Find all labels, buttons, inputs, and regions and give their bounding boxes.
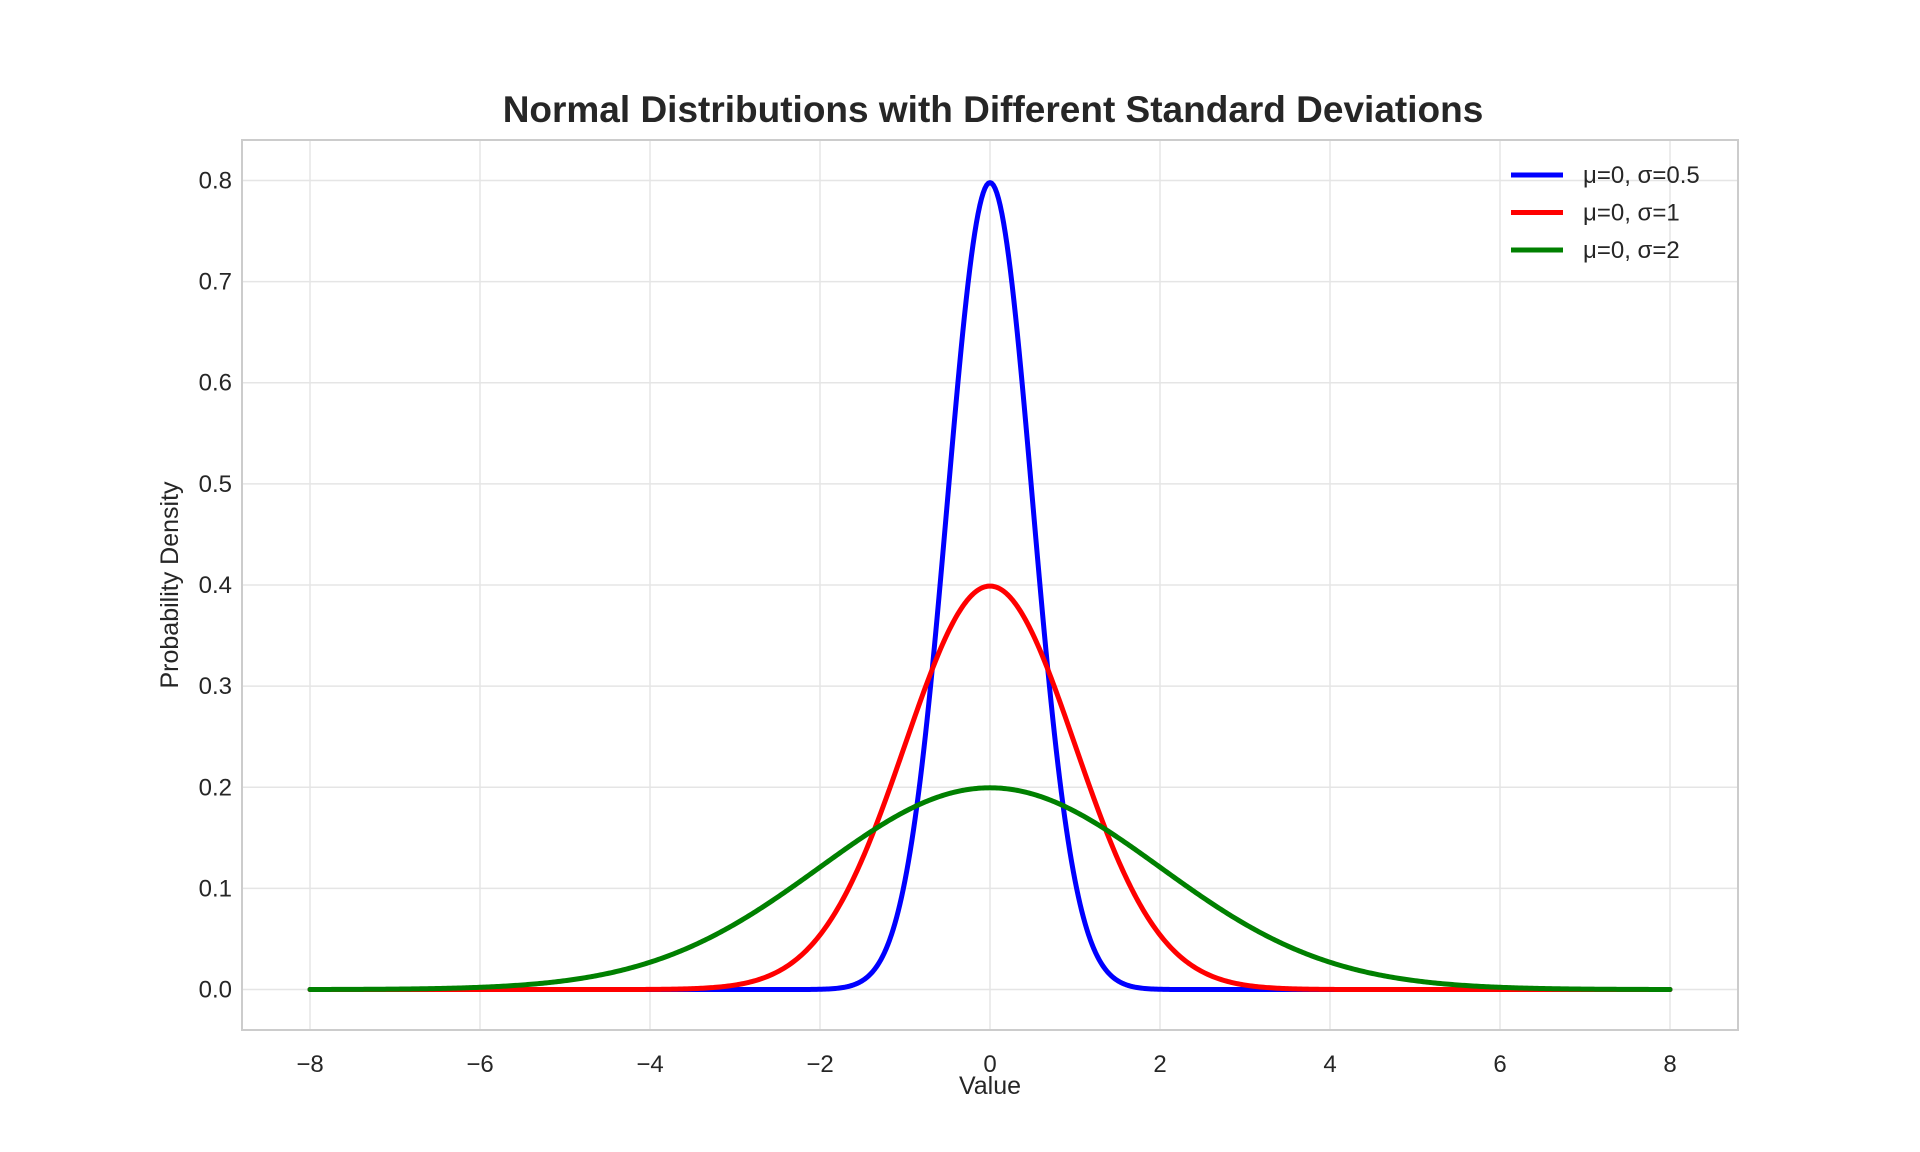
y-tick-label: 0.7 (199, 269, 232, 296)
x-tick-label: −6 (466, 1051, 493, 1078)
x-tick-label: 4 (1323, 1051, 1336, 1078)
x-tick-label: −4 (636, 1051, 663, 1078)
x-tick-label: 0 (983, 1051, 996, 1078)
y-tick-label: 0.1 (199, 875, 232, 902)
y-tick-label: 0.8 (199, 167, 232, 194)
y-axis-ticks: 0.0 0.1 0.2 0.3 0.4 0.5 0.6 0.7 0.8 (199, 167, 232, 1003)
y-tick-label: 0.0 (199, 977, 232, 1004)
legend-label: μ=0, σ=1 (1583, 200, 1680, 227)
series-line (307, 583, 1673, 993)
y-tick-label: 0.6 (199, 370, 232, 397)
legend-label: μ=0, σ=2 (1583, 237, 1680, 264)
x-axis-label: Value (959, 1072, 1021, 1100)
x-tick-label: 8 (1663, 1051, 1676, 1078)
y-axis-label: Probability Density (156, 481, 184, 689)
x-tick-label: 2 (1153, 1051, 1166, 1078)
series-layer (307, 180, 1673, 993)
y-tick-label: 0.5 (199, 471, 232, 498)
y-tick-label: 0.2 (199, 774, 232, 801)
x-axis-ticks: −8 −6 −4 −2 0 2 4 6 8 (296, 1051, 1676, 1078)
series-line (307, 785, 1673, 992)
x-tick-label: −8 (296, 1051, 323, 1078)
legend: μ=0, σ=0.5 μ=0, σ=1 μ=0, σ=2 (1511, 162, 1700, 264)
legend-label: μ=0, σ=0.5 (1583, 162, 1700, 189)
axes-frame (241, 139, 1739, 1031)
x-tick-label: 6 (1493, 1051, 1506, 1078)
y-tick-label: 0.4 (199, 572, 232, 599)
x-tick-label: −2 (806, 1051, 833, 1078)
chart-title: Normal Distributions with Different Stan… (503, 89, 1484, 130)
y-tick-label: 0.3 (199, 673, 232, 700)
